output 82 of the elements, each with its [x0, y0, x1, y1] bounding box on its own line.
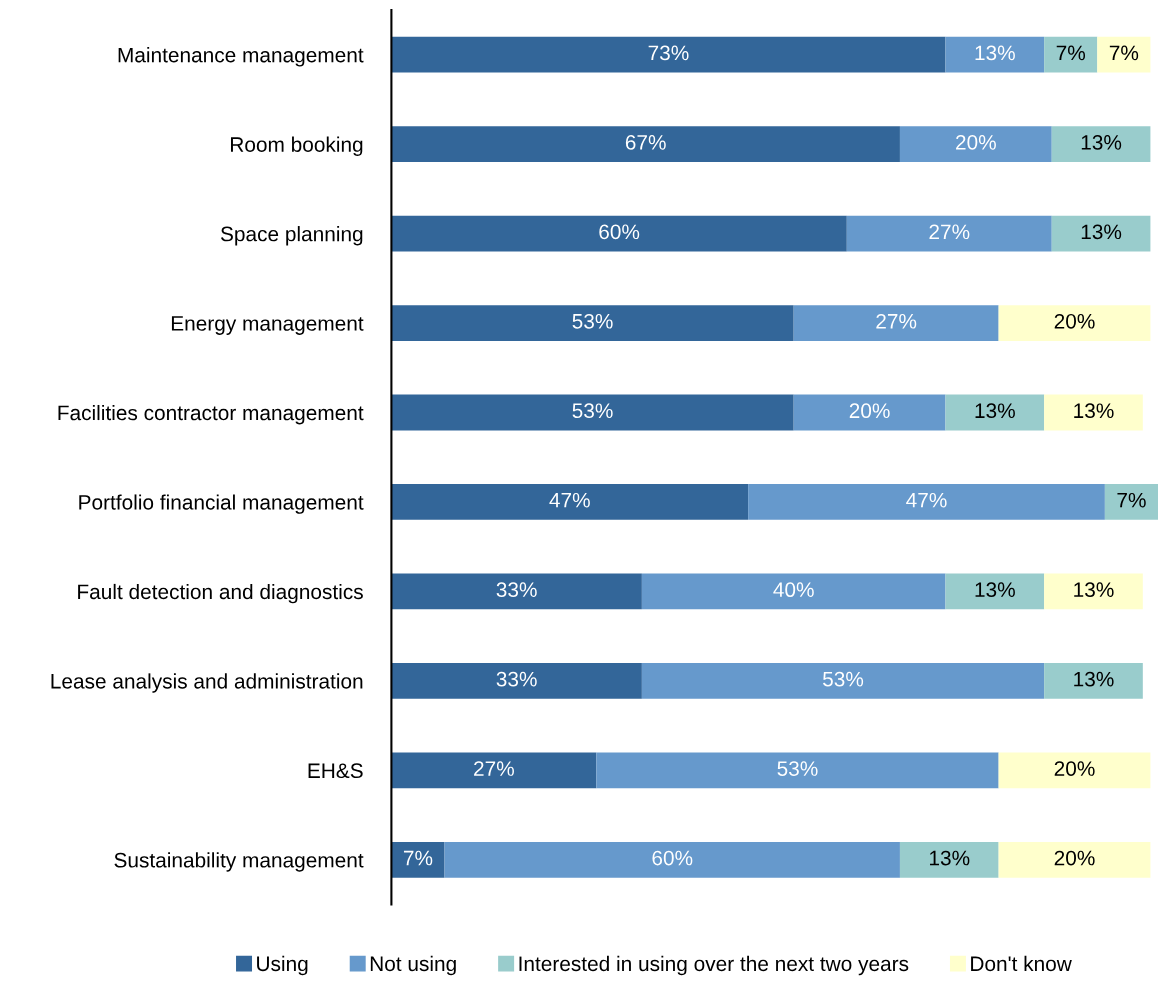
bar: [1051, 215, 1151, 252]
legend-label: Using: [257, 955, 308, 976]
data-label: 47%: [906, 492, 947, 508]
data-label: 13%: [1081, 134, 1122, 150]
bar: [945, 36, 1045, 73]
data-label: 13%: [975, 45, 1015, 61]
y-tick-label: Lease analysis and administration: [51, 673, 363, 693]
bar: [998, 841, 1151, 878]
bar: [391, 305, 794, 341]
bar: [899, 841, 999, 878]
data-label: 20%: [1054, 761, 1095, 776]
y-tick-label: Portfolio financial management: [79, 494, 364, 514]
bar: [641, 573, 946, 610]
data-label: 13%: [975, 582, 1015, 598]
data-label: 7%: [1056, 45, 1086, 61]
data-label: 20%: [956, 134, 996, 150]
data-label: 60%: [652, 850, 693, 866]
bar: [998, 752, 1151, 789]
data-label: 53%: [777, 761, 818, 776]
bar: [391, 841, 445, 878]
data-label: 7%: [403, 850, 433, 866]
data-label: 13%: [1074, 403, 1114, 419]
bar: [596, 752, 999, 789]
bar: [1044, 663, 1143, 699]
y-tick-label: Fault detection and diagnostics: [78, 583, 363, 604]
bar: [945, 573, 1045, 610]
bar: [391, 573, 642, 610]
data-label: 27%: [929, 224, 970, 240]
bar: [846, 215, 1052, 252]
bar: [391, 394, 794, 431]
bar: [391, 36, 946, 73]
data-label: 20%: [849, 403, 890, 419]
data-label: 33%: [496, 582, 537, 598]
bar: [641, 663, 1045, 699]
bar: [444, 841, 900, 878]
bar: [1097, 36, 1151, 73]
data-label: 53%: [572, 313, 613, 329]
bar: [391, 663, 642, 699]
data-label: 60%: [599, 224, 640, 240]
bar: [1044, 394, 1143, 431]
bar: [793, 305, 999, 341]
bar: [748, 484, 1105, 520]
data-label: 20%: [1054, 313, 1095, 329]
data-label: 27%: [474, 761, 514, 776]
data-label: 27%: [876, 313, 917, 329]
data-label: 53%: [572, 403, 613, 419]
y-tick-label: Energy management: [171, 316, 364, 335]
data-label: 13%: [930, 850, 970, 866]
bar: [945, 394, 1045, 431]
data-label: 7%: [1117, 492, 1146, 508]
data-label: 53%: [823, 671, 864, 687]
data-label: 47%: [549, 492, 590, 508]
bar: [899, 126, 1052, 163]
data-label: 13%: [1074, 582, 1114, 598]
data-label: 20%: [1054, 850, 1095, 866]
bar: [998, 305, 1151, 341]
data-label: 33%: [496, 671, 537, 687]
data-label: 40%: [773, 582, 814, 598]
legend-label: Don't know: [971, 955, 1072, 972]
bar: [1051, 126, 1151, 163]
data-label: 73%: [648, 45, 689, 61]
data-label: 13%: [1081, 224, 1122, 240]
y-tick-label: Sustainability management: [114, 852, 364, 872]
data-label: 13%: [1074, 671, 1114, 687]
legend-label: Interested in using over the next two years: [519, 955, 909, 976]
data-label: 13%: [975, 403, 1015, 419]
bar: [1044, 573, 1143, 610]
y-tick-label: Room booking: [231, 136, 363, 156]
bar: [391, 215, 847, 252]
data-label: 67%: [625, 134, 666, 150]
bar: [391, 126, 900, 163]
y-tick-label: Maintenance management: [118, 47, 364, 67]
bar: [391, 752, 597, 789]
y-tick-label: Facilities contractor management: [58, 404, 364, 425]
legend-label: Not using: [370, 955, 456, 976]
bar: [1044, 36, 1098, 73]
bar: [793, 394, 946, 431]
bar: [1104, 484, 1158, 520]
data-label: 7%: [1109, 45, 1139, 61]
bar: [391, 484, 749, 520]
y-tick-label: EH&S: [308, 763, 363, 779]
y-tick-label: Space planning: [220, 226, 363, 246]
